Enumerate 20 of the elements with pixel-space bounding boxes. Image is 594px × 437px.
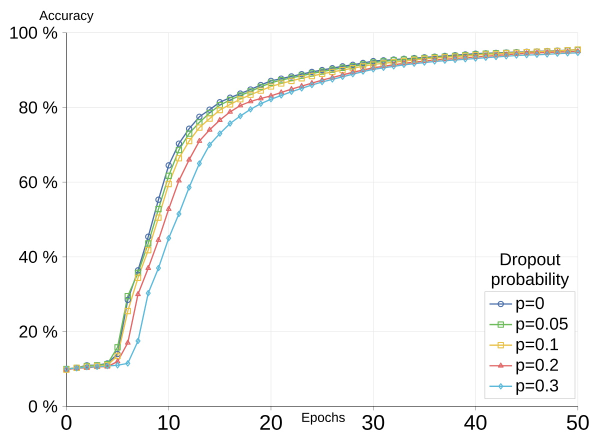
y-tick-label: 100 % <box>10 26 58 39</box>
legend-label: p=0.3 <box>516 379 558 395</box>
x-tick-label: 20 <box>260 414 282 430</box>
x-tick-label: 30 <box>362 414 384 430</box>
x-tick-label: 0 <box>61 414 72 430</box>
legend-title: Dropout probability <box>492 253 570 289</box>
y-axis-title: Accuracy <box>39 10 94 23</box>
legend-label: p=0.05 <box>516 318 568 334</box>
x-tick-label: 10 <box>158 414 180 430</box>
y-tick-label: 40 % <box>19 250 58 263</box>
y-tick-label: 0 % <box>28 400 58 412</box>
legend-label: p=0 <box>516 296 544 313</box>
y-tick-label: 80 % <box>19 101 58 114</box>
legend-label: p=0.2 <box>516 358 558 374</box>
legend-label: p=0.1 <box>516 338 558 354</box>
x-tick-label: 40 <box>464 414 486 430</box>
x-axis-title: Epochs <box>302 412 345 425</box>
y-tick-label: 60 % <box>19 176 58 188</box>
y-tick-label: 20 % <box>19 326 58 338</box>
x-tick-label: 50 <box>566 414 589 430</box>
